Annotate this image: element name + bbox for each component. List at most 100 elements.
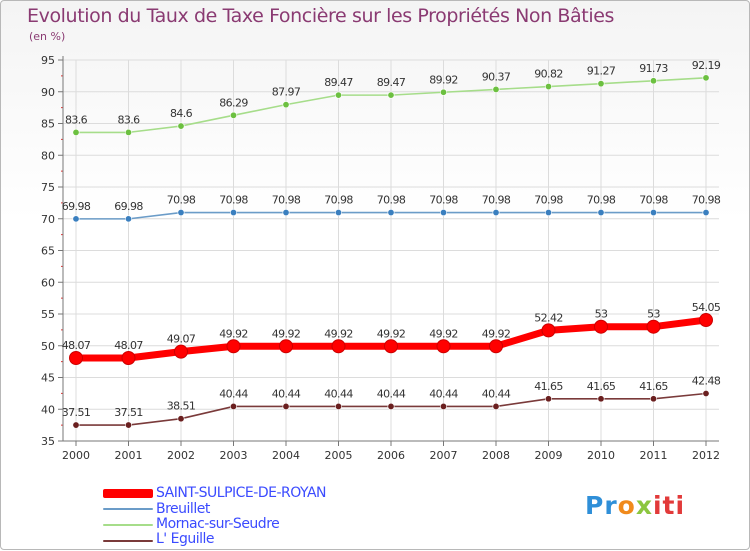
data-point-saint-sulpice-de-royan (541, 323, 556, 338)
data-point-l-eguille (544, 395, 552, 403)
data-point-saint-sulpice-de-royan (69, 351, 83, 366)
data-point-breuillet (334, 209, 342, 217)
data-label-mornac-sur-seudre: 92.19 (692, 59, 721, 72)
data-point-mornac-sur-seudre (544, 83, 552, 91)
data-label-mornac-sur-seudre: 89.47 (324, 76, 353, 89)
data-label-mornac-sur-seudre: 83.6 (65, 113, 88, 126)
legend-swatch-saint-sulpice (103, 489, 153, 498)
data-label-l-eguille: 40.44 (482, 387, 511, 400)
data-label-breuillet: 70.98 (429, 194, 458, 207)
data-point-breuillet (439, 209, 447, 217)
data-point-breuillet (125, 215, 133, 223)
data-point-l-eguille (597, 395, 605, 403)
data-point-breuillet (282, 209, 290, 217)
data-point-mornac-sur-seudre (597, 80, 605, 88)
data-label-l-eguille: 41.65 (587, 380, 616, 393)
proxiti-logo: Proxiti (585, 491, 686, 520)
legend-label-mornac: Mornac-sur-Seudre (156, 516, 280, 532)
data-label-l-eguille: 42.48 (692, 375, 721, 388)
data-point-mornac-sur-seudre (492, 85, 500, 93)
y-tick-label: 35 (41, 435, 55, 448)
x-tick-label: 2004 (272, 449, 300, 462)
data-point-breuillet (230, 209, 238, 217)
data-label-saint-sulpice-de-royan: 49.07 (167, 333, 196, 346)
legend-label-breuillet: Breuillet (156, 501, 210, 517)
data-label-breuillet: 69.98 (62, 200, 91, 213)
data-label-breuillet: 70.98 (219, 194, 248, 207)
x-tick-label: 2009 (535, 449, 563, 462)
data-point-l-eguille (230, 402, 238, 410)
data-point-breuillet (492, 209, 500, 217)
x-tick-label: 2005 (325, 449, 353, 462)
data-point-breuillet (649, 209, 657, 217)
data-label-l-eguille: 41.65 (534, 380, 563, 393)
data-label-saint-sulpice-de-royan: 49.92 (377, 327, 406, 340)
data-label-breuillet: 70.98 (324, 194, 353, 207)
y-tick-label: 50 (41, 340, 55, 353)
chart-title: Evolution du Taux de Taxe Foncière sur l… (27, 5, 615, 27)
data-label-breuillet: 70.98 (272, 194, 301, 207)
y-tick-label: 65 (41, 245, 55, 258)
data-point-mornac-sur-seudre (282, 101, 290, 109)
data-point-saint-sulpice-de-royan (699, 313, 713, 328)
x-tick-label: 2006 (377, 449, 405, 462)
data-point-l-eguille (72, 421, 80, 429)
data-label-l-eguille: 40.44 (219, 387, 248, 400)
data-label-l-eguille: 40.44 (324, 387, 353, 400)
data-label-mornac-sur-seudre: 89.47 (377, 76, 406, 89)
data-point-mornac-sur-seudre (702, 74, 710, 82)
data-label-saint-sulpice-de-royan: 49.92 (482, 327, 511, 340)
data-point-breuillet (387, 209, 395, 217)
data-point-mornac-sur-seudre (125, 128, 133, 136)
data-label-l-eguille: 38.51 (167, 400, 196, 413)
data-point-saint-sulpice-de-royan (279, 339, 293, 354)
data-label-l-eguille: 40.44 (429, 387, 458, 400)
data-point-l-eguille (334, 402, 342, 410)
data-label-mornac-sur-seudre: 83.6 (117, 113, 140, 126)
y-tick-label: 90 (41, 86, 55, 99)
legend-swatch-leguille (103, 540, 153, 542)
data-point-breuillet (597, 209, 605, 217)
x-tick-label: 2001 (115, 449, 143, 462)
x-tick-label: 2012 (692, 449, 720, 462)
y-tick-label: 70 (41, 213, 55, 226)
x-tick-label: 2003 (220, 449, 248, 462)
data-point-saint-sulpice-de-royan (646, 319, 661, 334)
data-label-saint-sulpice-de-royan: 49.92 (219, 327, 248, 340)
data-point-breuillet (702, 209, 710, 217)
data-label-breuillet: 70.98 (482, 194, 511, 207)
data-label-mornac-sur-seudre: 91.73 (639, 62, 668, 75)
x-tick-label: 2002 (167, 449, 195, 462)
data-label-breuillet: 70.98 (587, 194, 616, 207)
data-point-breuillet (544, 209, 552, 217)
data-label-saint-sulpice-de-royan: 49.92 (429, 327, 458, 340)
data-label-saint-sulpice-de-royan: 54.05 (692, 301, 721, 314)
data-point-saint-sulpice-de-royan (121, 351, 136, 366)
data-label-breuillet: 70.98 (377, 194, 406, 207)
data-point-l-eguille (282, 402, 290, 410)
legend-swatch-breuillet (103, 508, 153, 510)
data-point-mornac-sur-seudre (334, 91, 342, 99)
y-tick-label: 80 (41, 149, 55, 162)
data-point-saint-sulpice-de-royan (489, 339, 503, 354)
data-label-breuillet: 70.98 (692, 194, 721, 207)
data-label-saint-sulpice-de-royan: 53 (595, 308, 608, 321)
data-point-saint-sulpice-de-royan (226, 339, 241, 354)
x-tick-label: 2007 (430, 449, 458, 462)
data-label-saint-sulpice-de-royan: 52.42 (534, 311, 563, 324)
data-point-l-eguille (649, 395, 657, 403)
data-label-l-eguille: 40.44 (377, 387, 406, 400)
y-tick-label: 40 (41, 403, 55, 416)
data-label-mornac-sur-seudre: 84.6 (170, 107, 193, 120)
data-label-breuillet: 70.98 (639, 194, 668, 207)
y-tick-label: 95 (41, 54, 55, 67)
data-point-saint-sulpice-de-royan (594, 319, 608, 334)
data-label-l-eguille: 41.65 (639, 380, 668, 393)
data-label-mornac-sur-seudre: 90.37 (482, 70, 511, 83)
legend-label-saint-sulpice: SAINT-SULPICE-DE-ROYAN (156, 485, 327, 501)
x-tick-label: 2000 (62, 449, 90, 462)
data-point-mornac-sur-seudre (230, 111, 238, 119)
data-point-l-eguille (177, 415, 185, 423)
data-label-breuillet: 70.98 (167, 194, 196, 207)
